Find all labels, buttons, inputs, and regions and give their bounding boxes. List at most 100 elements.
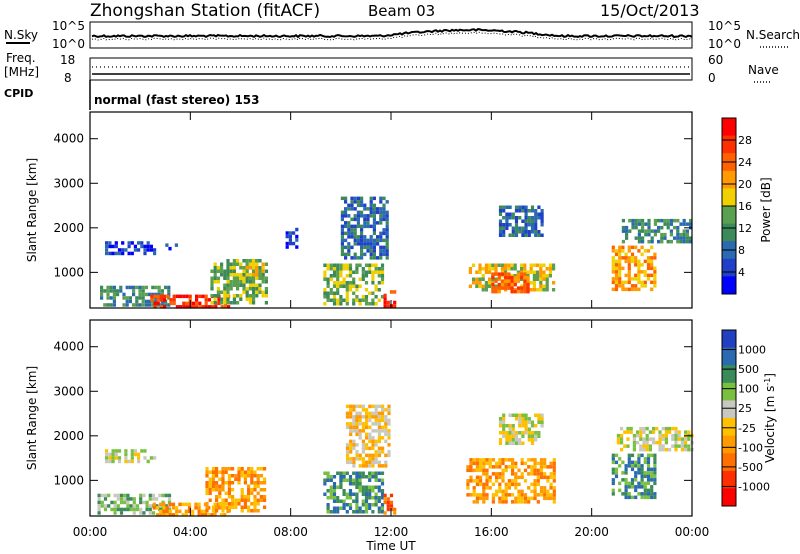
heatmap-cell [231,467,235,471]
heatmap-cell [501,479,505,483]
heatmap-cell [229,283,233,287]
heatmap-cell [263,495,267,499]
heatmap-cell [495,465,499,469]
heatmap-cell [548,270,552,274]
heatmap-cell [504,468,508,473]
heatmap-cell [634,273,638,278]
heatmap-cell [340,224,344,229]
heatmap-cell [108,244,112,249]
heatmap-cell [371,436,375,440]
heatmap-cell [539,475,544,480]
heatmap-cell [533,461,537,466]
heatmap-cell [198,301,202,306]
heatmap-cell [621,245,625,250]
heatmap-cell [534,413,538,417]
heatmap-cell [661,444,665,448]
heatmap-cell [640,471,644,475]
heatmap-cell [514,441,519,445]
heatmap-cell [511,438,515,442]
heatmap-cell [139,500,143,505]
heatmap-cell [360,256,364,260]
heatmap-cell [637,266,641,271]
heatmap-cell [207,506,211,510]
heatmap-cell [658,430,662,434]
heatmap-cell [114,456,118,460]
heatmap-cell [520,263,524,267]
heatmap-cell [381,415,385,419]
heatmap-cell [237,474,241,478]
heatmap-cell [641,218,645,223]
heatmap-cell [226,262,230,266]
heatmap-cell [175,305,179,309]
heatmap-cell [530,441,535,445]
heatmap-cell [650,453,654,458]
heatmap-cell [523,468,528,473]
heatmap-cell [114,452,118,457]
heatmap-cell [663,232,667,237]
heatmap-cell [232,262,236,266]
heatmap-cell [239,280,243,284]
heatmap-cell [339,485,343,489]
heatmap-cell [377,270,381,274]
heatmap-cell [661,447,665,452]
colorbar-tick-label: 100 [738,383,759,396]
heatmap-cell [643,249,647,253]
heatmap-cell [532,263,536,267]
heatmap-cell [521,417,525,421]
heatmap-cell [355,471,359,475]
heatmap-cell [361,499,365,503]
heatmap-cell [221,467,225,471]
heatmap-cell [527,223,531,227]
heatmap-cell [232,301,236,305]
heatmap-cell [380,510,385,514]
heatmap-cell [621,492,625,496]
heatmap-cell [368,267,372,271]
heatmap-cell [626,426,630,431]
heatmap-cell [336,277,340,281]
colorbar-swatch [722,206,736,225]
heatmap-cell [653,474,657,479]
heatmap-cell [142,500,146,505]
heatmap-cell [326,478,330,482]
heatmap-cell [106,292,110,297]
heatmap-cell [355,298,359,302]
heatmap-cell [133,244,137,249]
heatmap-cell [537,212,541,216]
heatmap-cell [383,300,387,305]
heatmap-cell [664,440,668,445]
heatmap-cell [374,415,378,419]
heatmap-cell [521,434,525,438]
heatmap-cell [653,467,657,472]
heatmap-cell [671,426,675,431]
heatmap-cell [502,216,506,220]
heatmap-cell [611,266,615,271]
heatmap-cell [135,504,140,508]
heatmap-cell [639,430,643,434]
heatmap-cell [637,464,641,468]
heatmap-cell [194,502,198,507]
heatmap-cell [674,433,678,438]
heatmap-cell [611,270,615,274]
heatmap-cell [484,263,488,267]
heatmap-cell [640,492,644,496]
heatmap-cell [639,437,643,441]
heatmap-cell [385,214,389,218]
heatmap-cell [105,248,109,252]
heatmap-cell [533,496,537,501]
heatmap-cell [497,282,501,287]
heatmap-cell [514,500,518,504]
heatmap-cell [248,276,252,280]
heatmap-cell [237,470,241,474]
nsky-bottom-tick: 10^0 [52,37,85,51]
heatmap-cell [345,492,349,496]
heatmap-cell [132,497,136,501]
heatmap-cell [122,303,126,307]
heatmap-cell [679,222,683,226]
heatmap-cell [385,252,389,257]
heatmap-cell [520,458,524,462]
heatmap-cell [352,471,356,475]
heatmap-cell [380,503,385,507]
heatmap-cell [215,474,219,478]
heatmap-cell [365,464,369,468]
heatmap-cell [537,216,541,220]
